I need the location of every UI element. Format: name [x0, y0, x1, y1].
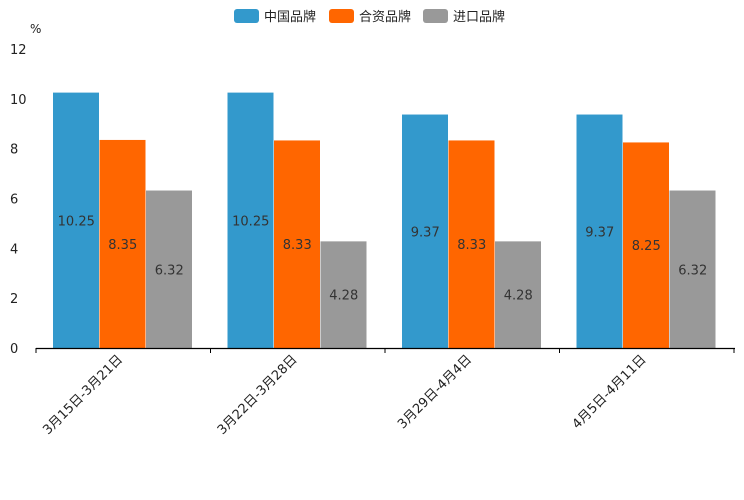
legend-item[interactable]: 中国品牌 [234, 9, 316, 25]
data-label: 10.25 [232, 214, 269, 229]
legend-swatch [329, 9, 354, 23]
bar[interactable] [495, 241, 541, 348]
legend: 中国品牌 合资品牌 进口品牌 [234, 9, 505, 25]
x-axis: 3月15日-3月21日 3月22日-3月28日 3月29日-4月4日 4月5日-4月1… [35, 347, 735, 438]
y-tick-label: 10 [10, 93, 27, 108]
data-label: 6.32 [678, 263, 707, 278]
bar[interactable] [402, 114, 448, 349]
data-label: 4.28 [504, 289, 533, 304]
y-tick-label: 8 [10, 143, 18, 158]
data-label: 9.37 [411, 225, 440, 240]
bar[interactable] [669, 190, 716, 348]
bar[interactable] [53, 92, 99, 349]
data-label: 8.35 [108, 238, 137, 253]
legend-label: 进口品牌 [453, 9, 505, 25]
bar[interactable] [448, 140, 495, 348]
y-tick-label: 2 [10, 292, 18, 307]
x-tick-label: 3月29日-4月4日 [395, 352, 475, 432]
data-label: 8.33 [457, 238, 486, 253]
bar[interactable] [146, 190, 192, 348]
data-label: 8.33 [283, 238, 312, 253]
y-tick-label: 0 [10, 342, 18, 357]
y-axis: 0 2 4 6 8 10 12 [10, 43, 27, 357]
bar[interactable] [576, 114, 623, 349]
data-label: 4.28 [329, 289, 358, 304]
legend-label: 合资品牌 [359, 9, 411, 25]
x-tick-label: 4月5日-4月11日 [570, 352, 650, 432]
bar[interactable] [320, 241, 367, 348]
y-axis-unit-label: % [30, 22, 41, 36]
legend-swatch [234, 9, 259, 23]
data-label: 6.32 [155, 263, 184, 278]
x-tick-label: 3月15日-3月21日 [40, 352, 126, 438]
legend-swatch [423, 9, 448, 23]
x-tick-label: 3月22日-3月28日 [215, 352, 301, 438]
legend-item[interactable]: 进口品牌 [423, 9, 505, 25]
data-label: 10.25 [58, 214, 95, 229]
legend-item[interactable]: 合资品牌 [329, 9, 411, 25]
bar[interactable] [274, 140, 320, 348]
bars: 10.25 8.35 6.32 10.25 8.33 4.28 9.37 8.33 4.28 9.… [53, 92, 716, 349]
y-tick-label: 6 [10, 193, 18, 208]
bar[interactable] [227, 92, 274, 349]
bar[interactable] [99, 139, 146, 348]
y-tick-label: 12 [10, 43, 27, 58]
legend-label: 中国品牌 [264, 9, 316, 25]
bar[interactable] [623, 142, 669, 348]
y-tick-label: 4 [10, 242, 18, 257]
data-label: 9.37 [585, 225, 614, 240]
data-label: 8.25 [632, 239, 661, 254]
